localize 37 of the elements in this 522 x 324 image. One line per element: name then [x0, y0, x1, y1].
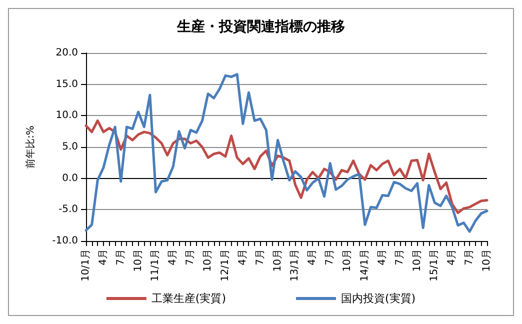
x-tick-label: 4月: [98, 249, 109, 266]
y-tick-label: 10.0: [56, 110, 78, 122]
x-tick-label: 10月: [132, 249, 144, 272]
chart-title: 生産・投資関連指標の推移: [176, 18, 345, 35]
x-tick-label: 10月: [202, 249, 214, 272]
x-tick-label: 10月: [272, 249, 284, 272]
x-tick-label: 4月: [168, 249, 179, 266]
x-tick-label: 10月: [342, 249, 354, 272]
legend-label: 工業生産(実質): [151, 292, 226, 305]
x-tick-label: 11/1月: [150, 249, 162, 282]
x-tick-label: 7月: [464, 249, 476, 266]
line-series: [84, 119, 488, 214]
x-tick-label: 15/1月: [429, 249, 440, 282]
y-tick-label: 15.0: [56, 78, 78, 90]
x-tick-label: 10月: [482, 249, 492, 272]
x-tick-label: 10/1月: [80, 249, 92, 282]
x-tick-label: 7月: [254, 249, 266, 266]
y-tick-label: -5.0: [58, 204, 78, 216]
y-axis-title: 前年比:%: [24, 126, 36, 168]
x-tick-label: 14/1月: [359, 249, 370, 282]
x-tick-label: 10月: [412, 249, 423, 272]
y-tick-label: 20.0: [56, 48, 78, 58]
x-tick-label: 4月: [307, 249, 318, 266]
y-tick-label: -10.0: [52, 236, 78, 246]
x-tick-label: 12/1月: [220, 249, 231, 282]
x-tick-label: 4月: [237, 249, 248, 266]
x-tick-label: 7月: [185, 249, 196, 266]
x-tick-label: 13/1月: [290, 249, 301, 282]
x-tick-label: 4月: [376, 249, 388, 266]
y-tick-label: 5.0: [62, 142, 78, 152]
line-series: [84, 73, 488, 233]
x-tick-label: 7月: [394, 249, 406, 266]
x-tick-label: 7月: [324, 249, 336, 266]
y-tick-label: 0.0: [62, 172, 78, 184]
x-tick-label: 7月: [115, 249, 126, 266]
legend-label: 国内投資(実質): [341, 292, 416, 305]
x-tick-label: 4月: [446, 249, 458, 266]
